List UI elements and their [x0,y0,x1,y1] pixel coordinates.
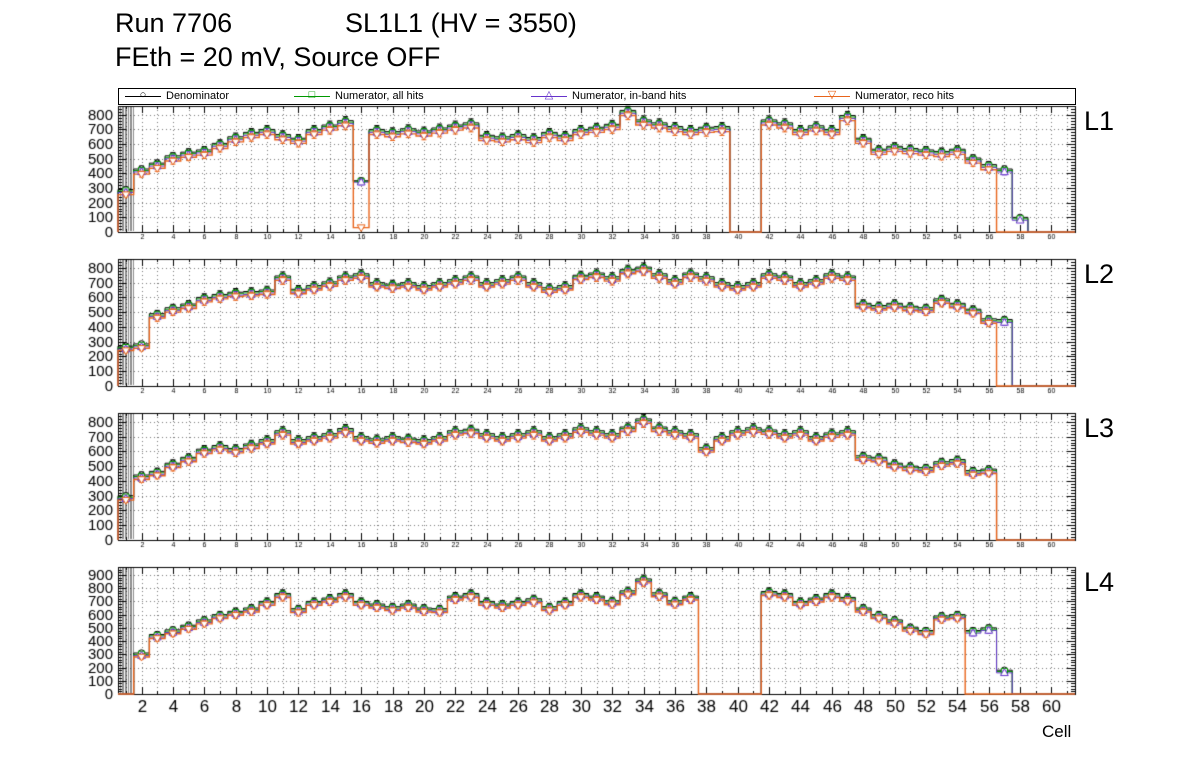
triangle-down-marker-icon: ▽ [827,89,837,102]
legend-label: Numerator, all hits [335,90,424,102]
legend: ○ Denominator □ Numerator, all hits △ Nu… [118,88,1076,105]
legend-label: Numerator, in-band hits [572,90,687,102]
subtitle: FEth = 20 mV, Source OFF [115,42,441,72]
square-marker-icon: □ [308,89,316,102]
layer-label-l3: L3 [1084,413,1115,443]
circle-marker-icon: ○ [139,89,147,102]
run-title: Run 7706 [115,8,233,38]
legend-item-denominator: ○ Denominator [125,90,229,102]
legend-item-inband-hits: △ Numerator, in-band hits [531,90,686,102]
legend-label: Numerator, reco hits [855,90,955,102]
legend-item-all-hits: □ Numerator, all hits [294,90,424,102]
layer-label-l4: L4 [1084,567,1115,597]
legend-label: Denominator [166,90,229,102]
chamber-title: SL1L1 (HV = 3550) [345,8,577,38]
layer-label-l2: L2 [1084,259,1115,289]
triangle-up-marker-icon: △ [544,89,554,102]
legend-item-reco-hits: ▽ Numerator, reco hits [814,90,954,102]
x-axis-title: Cell [1042,722,1072,741]
layer-label-l1: L1 [1084,106,1115,136]
